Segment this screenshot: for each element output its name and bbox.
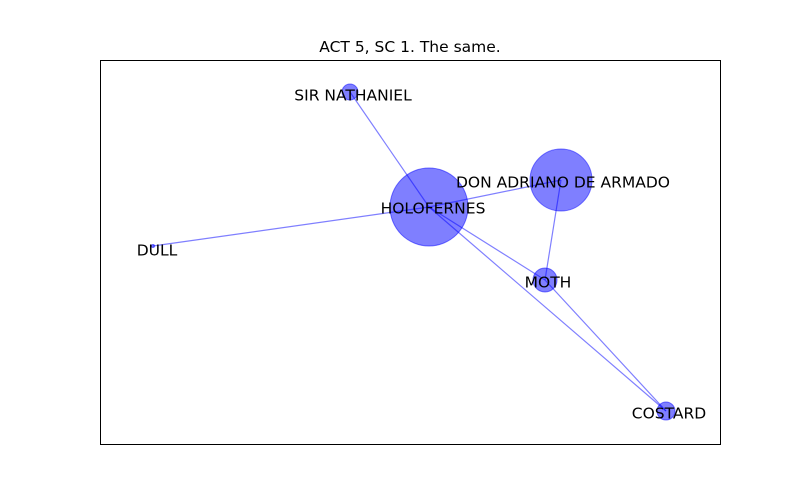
node-label-holofernes: HOLOFERNES [381, 200, 486, 218]
edges-layer [152, 91, 667, 412]
labels-layer: HOLOFERNES DON ADRIANO DE ARMADO SIR NATHA… [137, 87, 707, 423]
node-label-armado: DON ADRIANO DE ARMADO [456, 174, 670, 192]
node-costard [656, 401, 676, 421]
node-label-dull: DULL [137, 242, 178, 260]
edge-holofernes-costard [428, 206, 667, 412]
node-label-costard: COSTARD [632, 405, 706, 423]
plot-frame [100, 60, 721, 445]
node-armado [529, 148, 593, 212]
node-nathaniel [341, 83, 359, 101]
node-label-nathaniel: SIR NATHANIEL [294, 87, 412, 105]
node-moth [532, 267, 558, 293]
node-label-moth: MOTH [525, 274, 572, 292]
edge-moth-costard [544, 279, 667, 412]
node-holofernes [389, 167, 469, 247]
figure-title: ACT 5, SC 1. The same. [319, 38, 500, 56]
edge-holofernes-dull [152, 206, 430, 247]
node-dull [151, 244, 155, 248]
nodes-layer [151, 83, 676, 421]
